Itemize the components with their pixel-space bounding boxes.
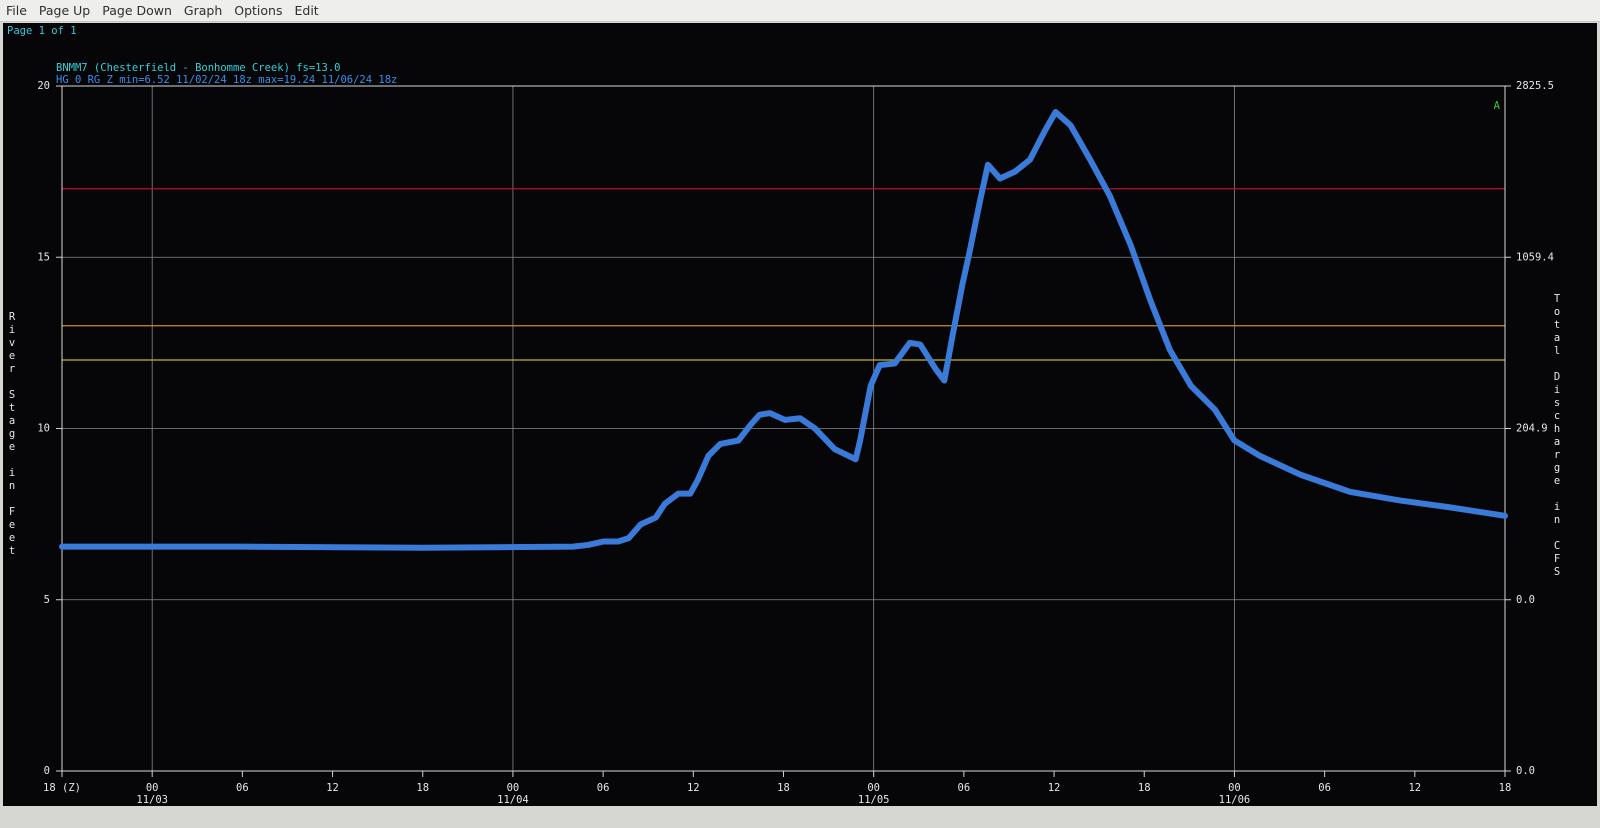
x-date-label: 11/03 bbox=[136, 794, 168, 806]
x-tick-label: 12 bbox=[1408, 782, 1421, 794]
y-tick-label: 20 bbox=[37, 80, 50, 92]
menu-item[interactable]: Edit bbox=[294, 3, 319, 18]
page-label: Page 1 of 1 bbox=[7, 25, 77, 37]
chart-subtitle: HG 0 RG Z min=6.52 11/02/24 18z max=19.2… bbox=[56, 74, 397, 86]
graph-window: River Stage in Feet Total Discharge in C… bbox=[3, 23, 1597, 806]
menu-bar: File Page Up Page Down Graph Options Edit bbox=[0, 0, 1600, 22]
x-date-label: 11/05 bbox=[858, 794, 890, 806]
x-tick-label: 00 bbox=[146, 782, 159, 794]
menu-item[interactable]: Page Down bbox=[102, 3, 172, 18]
y2-tick-label: 0.0 bbox=[1516, 765, 1535, 777]
x-tick-label: 00 bbox=[1228, 782, 1241, 794]
x-tick-label: 18 bbox=[416, 782, 429, 794]
menu-item[interactable]: Options bbox=[234, 3, 283, 18]
menu-item[interactable]: Graph bbox=[183, 3, 223, 18]
y2-tick-label: 0.0 bbox=[1516, 594, 1535, 606]
corner-label: A bbox=[1494, 100, 1501, 112]
x-date-label: 11/06 bbox=[1219, 794, 1251, 806]
y-tick-label: 5 bbox=[44, 594, 50, 606]
x-tick-label: 06 bbox=[958, 782, 971, 794]
x-tick-label: 12 bbox=[687, 782, 700, 794]
x-tick-label: 18 bbox=[1499, 782, 1512, 794]
y2-axis-label: Total Discharge in CFS bbox=[1551, 293, 1563, 579]
y-axis-label: River Stage in Feet bbox=[6, 311, 18, 558]
y2-tick-label: 2825.5 bbox=[1516, 80, 1554, 92]
y-tick-label: 10 bbox=[37, 423, 50, 435]
menu-item[interactable]: Page Up bbox=[38, 3, 91, 18]
y2-tick-label: 204.9 bbox=[1516, 423, 1548, 435]
x-tick-label: 18 (Z) bbox=[43, 782, 81, 794]
x-tick-label: 00 bbox=[507, 782, 520, 794]
x-tick-label: 12 bbox=[1048, 782, 1061, 794]
chart-title: BNMM7 (Chesterfield - Bonhomme Creek) fs… bbox=[56, 62, 340, 74]
x-tick-label: 12 bbox=[326, 782, 339, 794]
x-tick-label: 06 bbox=[1318, 782, 1331, 794]
x-tick-label: 00 bbox=[867, 782, 880, 794]
stage-line bbox=[59, 109, 1508, 551]
x-tick-label: 06 bbox=[597, 782, 610, 794]
x-tick-label: 18 bbox=[1138, 782, 1151, 794]
x-date-label: 11/04 bbox=[497, 794, 529, 806]
plot-frame bbox=[61, 85, 1506, 772]
y2-tick-label: 1059.4 bbox=[1516, 251, 1554, 263]
x-tick-label: 06 bbox=[236, 782, 249, 794]
y-tick-label: 15 bbox=[37, 251, 50, 263]
x-tick-label: 18 bbox=[777, 782, 790, 794]
y-tick-label: 0 bbox=[44, 765, 50, 777]
menu-item[interactable]: File bbox=[6, 3, 27, 18]
